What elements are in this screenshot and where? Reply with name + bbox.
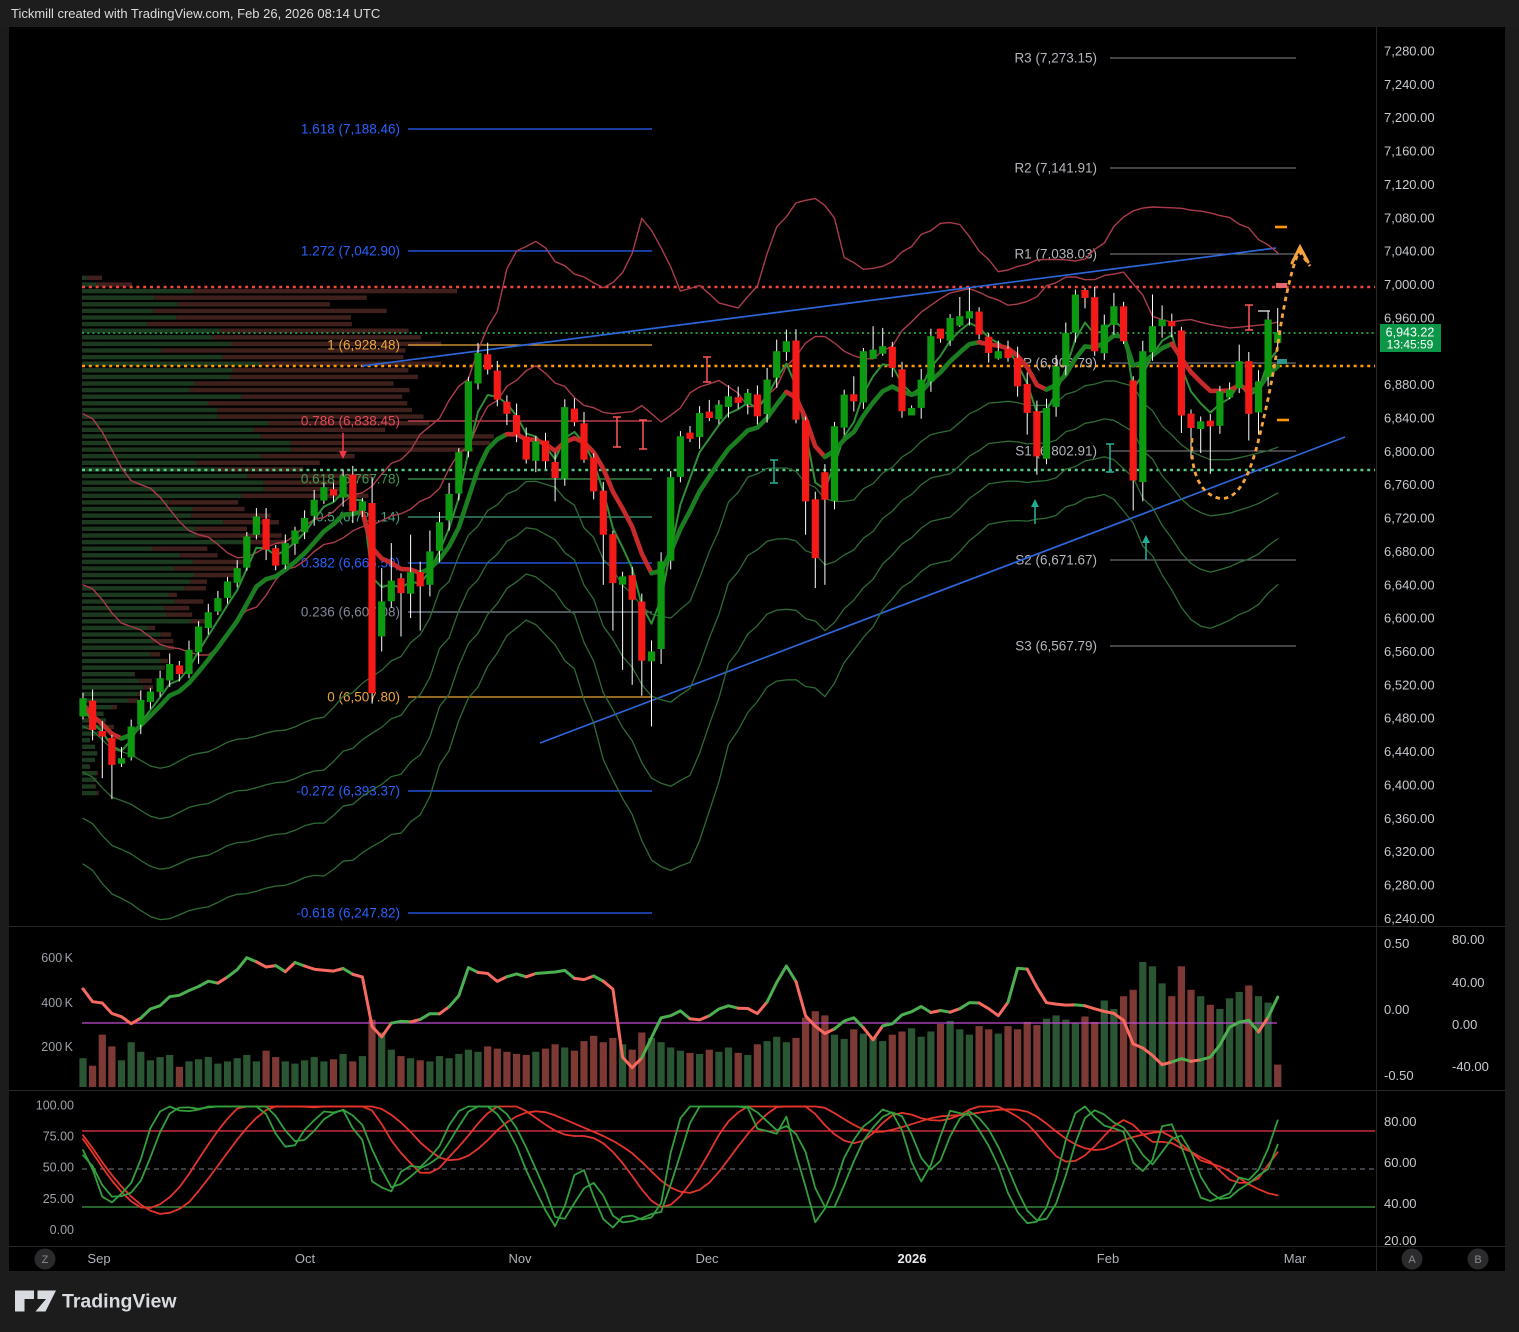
svg-text:7,040.00: 7,040.00 (1384, 244, 1435, 259)
svg-text:6,520.00: 6,520.00 (1384, 677, 1435, 692)
svg-text:0.786 (6,838.45): 0.786 (6,838.45) (301, 414, 400, 429)
svg-text:7,120.00: 7,120.00 (1384, 177, 1435, 192)
svg-text:-0.272 (6,393.37): -0.272 (6,393.37) (296, 784, 400, 799)
svg-text:R1 (7,038.03): R1 (7,038.03) (1014, 247, 1097, 262)
svg-text:6,240.00: 6,240.00 (1384, 911, 1435, 926)
svg-text:6,600.00: 6,600.00 (1384, 611, 1435, 626)
svg-text:0 (6,507.80): 0 (6,507.80) (327, 690, 400, 705)
svg-text:100.00: 100.00 (36, 1098, 74, 1112)
svg-text:R2 (7,141.91): R2 (7,141.91) (1014, 161, 1097, 176)
svg-text:7,200.00: 7,200.00 (1384, 110, 1435, 125)
svg-text:Mar: Mar (1284, 1251, 1307, 1266)
svg-text:1 (6,928.48): 1 (6,928.48) (327, 338, 400, 353)
svg-text:6,960.00: 6,960.00 (1384, 310, 1435, 325)
svg-text:25.00: 25.00 (43, 1192, 74, 1206)
svg-text:80.00: 80.00 (1452, 932, 1485, 947)
svg-text:P (6,906.79): P (6,906.79) (1023, 356, 1097, 371)
svg-text:-0.618 (6,247.82): -0.618 (6,247.82) (296, 906, 400, 921)
svg-text:-40.00: -40.00 (1452, 1059, 1489, 1074)
svg-text:200 K: 200 K (41, 1040, 73, 1054)
svg-text:7,160.00: 7,160.00 (1384, 144, 1435, 159)
svg-text:600 K: 600 K (41, 951, 73, 965)
svg-text:75.00: 75.00 (43, 1130, 74, 1144)
svg-text:7,000.00: 7,000.00 (1384, 277, 1435, 292)
svg-text:-0.50: -0.50 (1384, 1068, 1414, 1083)
svg-text:0.00: 0.00 (1452, 1017, 1477, 1032)
svg-text:60.00: 60.00 (1384, 1155, 1417, 1170)
svg-text:13:45:59: 13:45:59 (1387, 338, 1434, 352)
svg-text:6,280.00: 6,280.00 (1384, 878, 1435, 893)
svg-text:Z: Z (42, 1254, 49, 1266)
svg-text:6,840.00: 6,840.00 (1384, 411, 1435, 426)
svg-text:Nov: Nov (508, 1251, 532, 1266)
svg-text:6,640.00: 6,640.00 (1384, 577, 1435, 592)
svg-text:6,400.00: 6,400.00 (1384, 777, 1435, 792)
svg-text:TradingView: TradingView (62, 1291, 177, 1313)
svg-text:S1 (6,802.91): S1 (6,802.91) (1015, 444, 1097, 459)
svg-text:6,800.00: 6,800.00 (1384, 444, 1435, 459)
svg-text:7,280.00: 7,280.00 (1384, 44, 1435, 59)
svg-text:S3 (6,567.79): S3 (6,567.79) (1015, 639, 1097, 654)
svg-text:6,320.00: 6,320.00 (1384, 844, 1435, 859)
svg-text:7,240.00: 7,240.00 (1384, 77, 1435, 92)
svg-text:2026: 2026 (898, 1251, 927, 1266)
svg-text:6,760.00: 6,760.00 (1384, 477, 1435, 492)
svg-text:50.00: 50.00 (43, 1161, 74, 1175)
svg-text:1.618 (7,188.46): 1.618 (7,188.46) (301, 122, 400, 137)
svg-text:6,720.00: 6,720.00 (1384, 511, 1435, 526)
svg-text:6,943.22: 6,943.22 (1386, 326, 1435, 340)
svg-text:20.00: 20.00 (1384, 1233, 1417, 1248)
svg-text:40.00: 40.00 (1452, 975, 1485, 990)
svg-text:6,440.00: 6,440.00 (1384, 744, 1435, 759)
svg-text:R3 (7,273.15): R3 (7,273.15) (1014, 51, 1097, 66)
svg-text:Sep: Sep (87, 1251, 110, 1266)
svg-text:80.00: 80.00 (1384, 1114, 1417, 1129)
svg-text:7,080.00: 7,080.00 (1384, 210, 1435, 225)
svg-text:6,480.00: 6,480.00 (1384, 711, 1435, 726)
svg-text:1.272 (7,042.90): 1.272 (7,042.90) (301, 244, 400, 259)
svg-text:400 K: 400 K (41, 996, 73, 1010)
svg-text:6,360.00: 6,360.00 (1384, 811, 1435, 826)
svg-text:A: A (1408, 1254, 1416, 1266)
svg-text:0.00: 0.00 (50, 1223, 74, 1237)
svg-text:Oct: Oct (295, 1251, 316, 1266)
svg-text:0.50: 0.50 (1384, 936, 1409, 951)
svg-text:6,560.00: 6,560.00 (1384, 644, 1435, 659)
svg-text:0.00: 0.00 (1384, 1002, 1409, 1017)
svg-text:6,880.00: 6,880.00 (1384, 377, 1435, 392)
svg-text:6,680.00: 6,680.00 (1384, 544, 1435, 559)
svg-text:Feb: Feb (1097, 1251, 1119, 1266)
svg-text:S2 (6,671.67): S2 (6,671.67) (1015, 553, 1097, 568)
svg-text:40.00: 40.00 (1384, 1196, 1417, 1211)
svg-text:B: B (1474, 1254, 1481, 1266)
svg-text:Dec: Dec (695, 1251, 719, 1266)
